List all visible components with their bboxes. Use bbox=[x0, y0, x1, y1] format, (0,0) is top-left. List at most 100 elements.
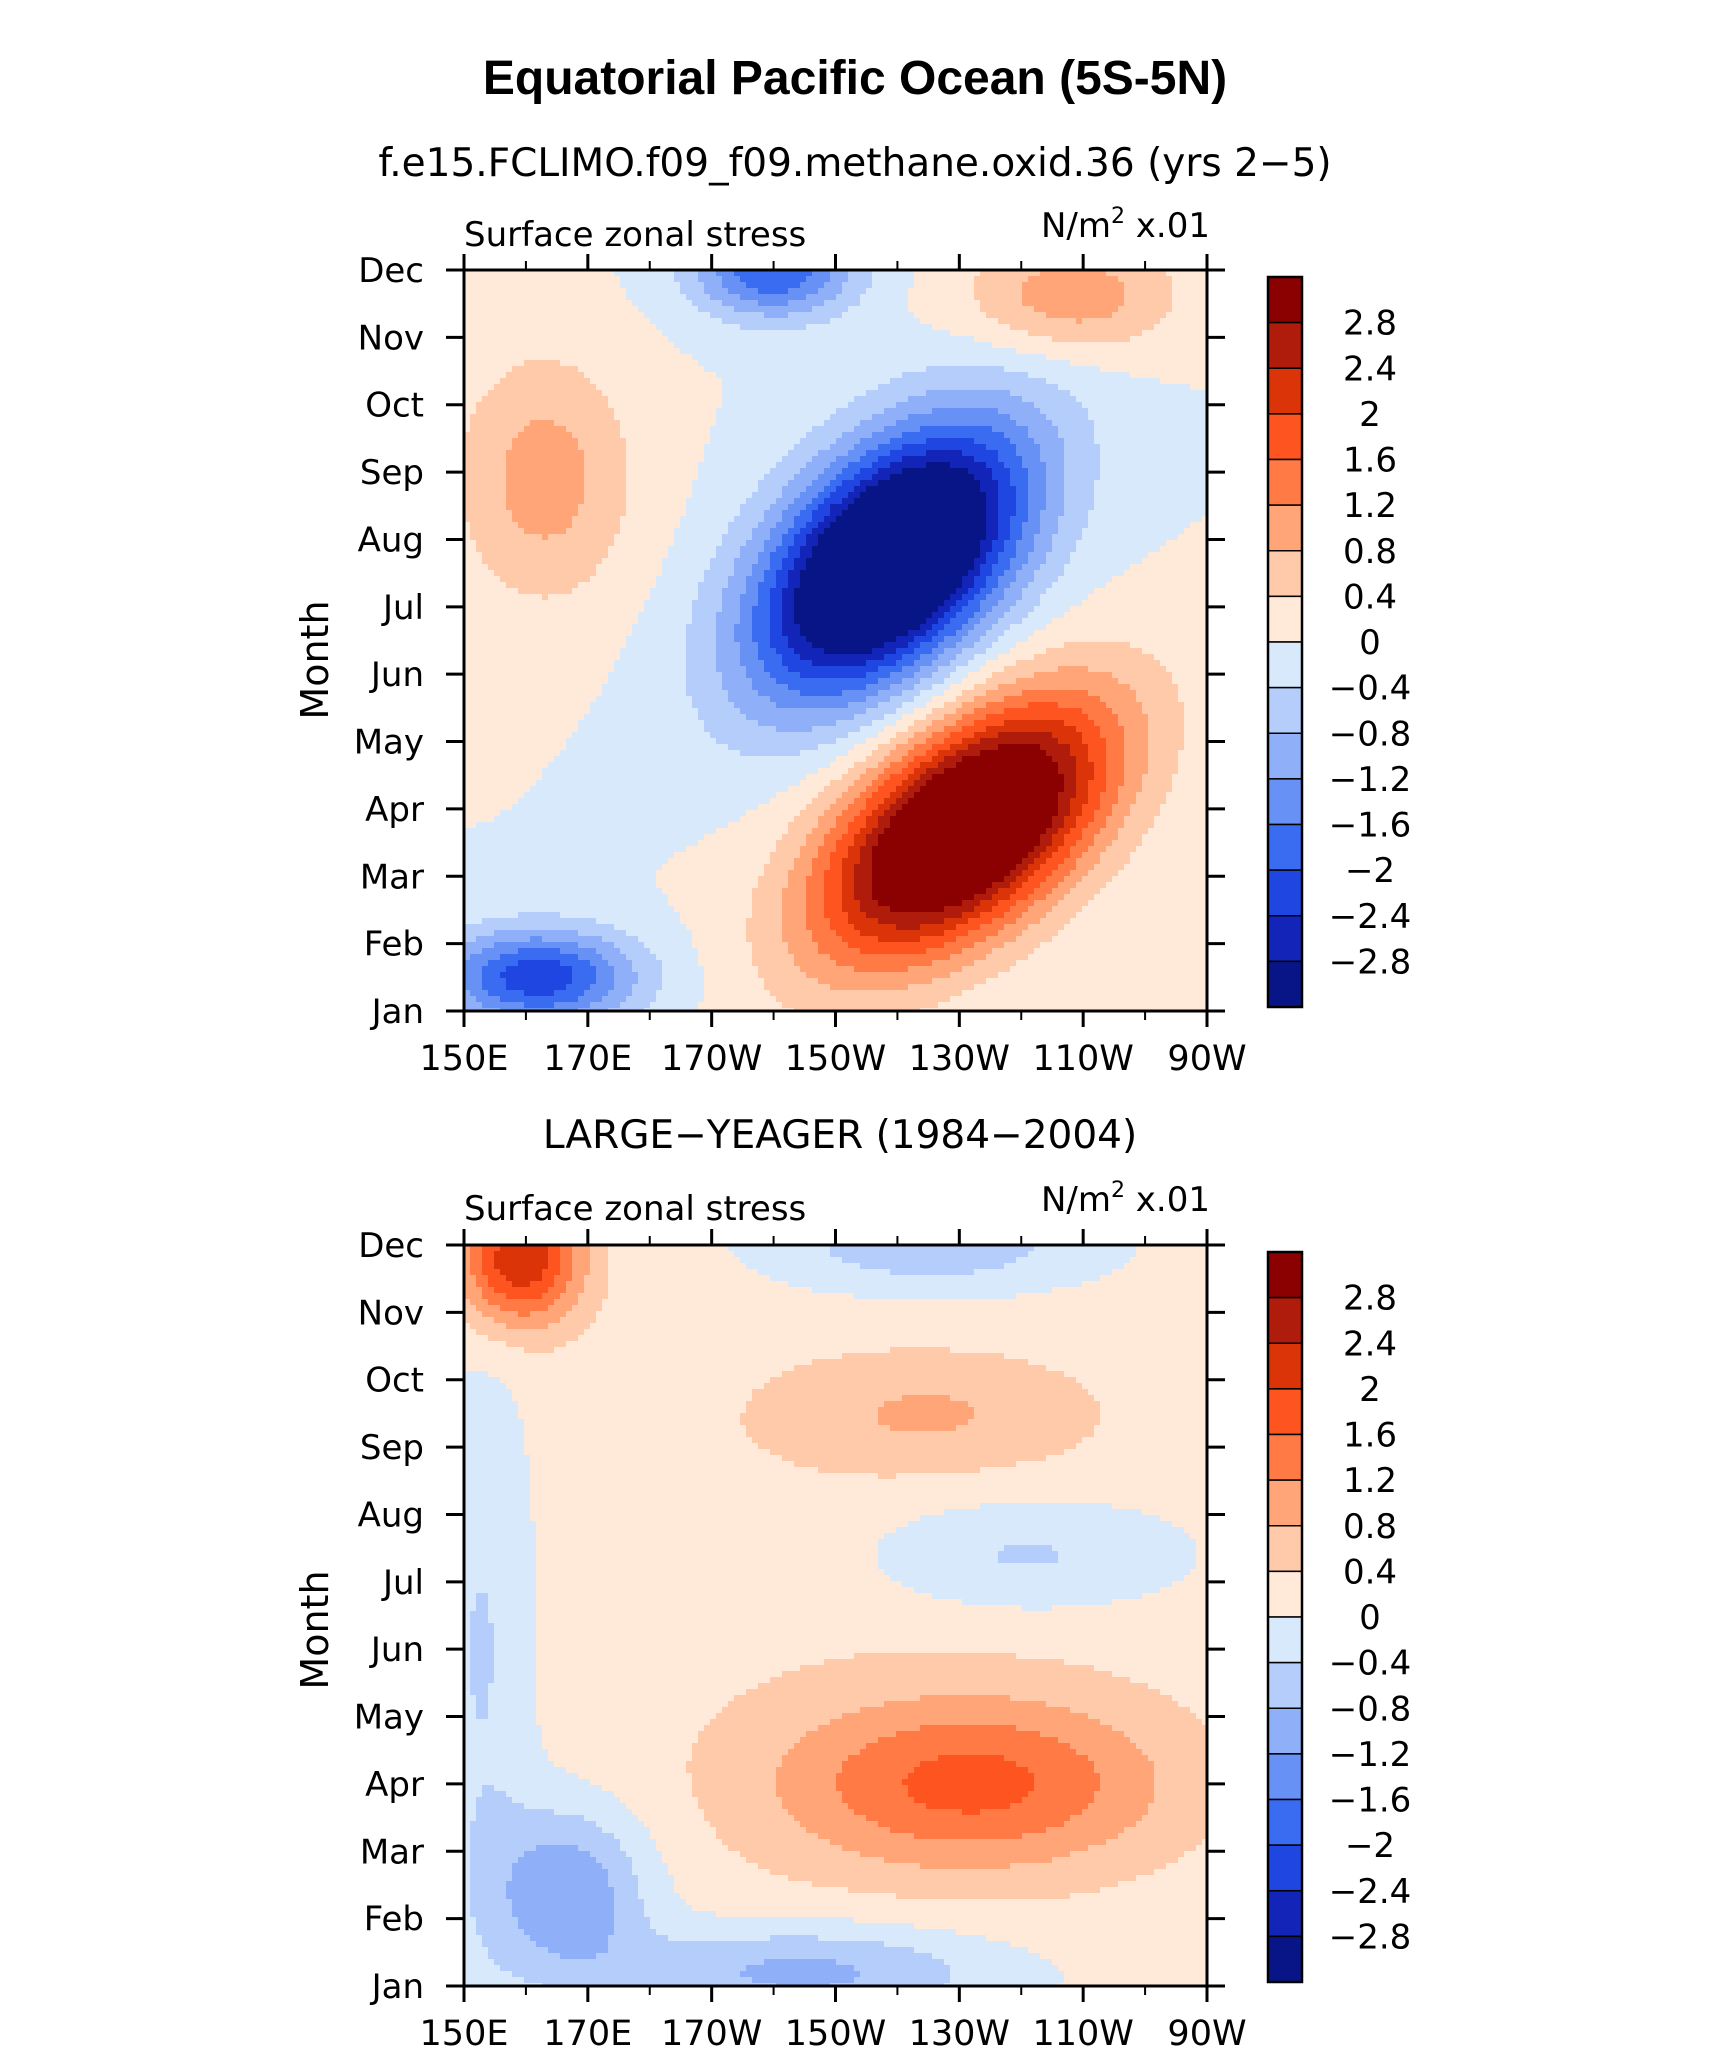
contour-cell bbox=[992, 396, 999, 403]
contour-cell bbox=[986, 474, 993, 481]
contour-cell bbox=[1148, 312, 1155, 319]
contour-cell bbox=[1202, 492, 1208, 499]
contour-cell bbox=[560, 438, 567, 445]
contour-cell bbox=[602, 378, 609, 385]
contour-cell bbox=[554, 468, 561, 475]
contour-cell bbox=[560, 462, 567, 469]
contour-cell bbox=[542, 354, 549, 361]
contour-cell bbox=[824, 450, 831, 457]
contour-cell bbox=[464, 444, 471, 451]
contour-cell bbox=[692, 354, 699, 361]
contour-cell bbox=[1088, 294, 1095, 301]
contour-cell bbox=[596, 288, 603, 295]
contour-cell bbox=[656, 324, 663, 331]
contour-cell bbox=[1130, 342, 1137, 349]
contour-cell bbox=[1040, 474, 1047, 481]
contour-cell bbox=[812, 282, 819, 289]
contour-cell bbox=[488, 474, 495, 481]
contour-cell bbox=[632, 474, 639, 481]
contour-cell bbox=[668, 300, 675, 307]
contour-cell bbox=[992, 342, 999, 349]
contour-cell bbox=[488, 336, 495, 343]
contour-cell bbox=[1022, 372, 1029, 379]
contour-cell bbox=[470, 336, 477, 343]
contour-cell bbox=[548, 366, 555, 373]
contour-cell bbox=[998, 438, 1005, 445]
contour-cell bbox=[848, 360, 855, 367]
contour-cell bbox=[1202, 462, 1208, 469]
contour-cell bbox=[986, 294, 993, 301]
contour-cell bbox=[1130, 426, 1137, 433]
contour-cell bbox=[758, 330, 765, 337]
contour-cell bbox=[1094, 306, 1101, 313]
contour-cell bbox=[1082, 492, 1089, 499]
contour-cell bbox=[758, 396, 765, 403]
contour-cell bbox=[1148, 468, 1155, 475]
contour-cell bbox=[854, 354, 861, 361]
contour-cell bbox=[548, 288, 555, 295]
contour-cell bbox=[542, 306, 549, 313]
contour-cell bbox=[1184, 396, 1191, 403]
contour-cell bbox=[644, 360, 651, 367]
contour-cell bbox=[1046, 504, 1053, 511]
contour-cell bbox=[806, 270, 813, 277]
contour-cell bbox=[734, 348, 741, 355]
contour-cell bbox=[776, 330, 783, 337]
contour-cell bbox=[800, 420, 807, 427]
contour-cell bbox=[740, 390, 747, 397]
contour-cell bbox=[866, 330, 873, 337]
contour-cell bbox=[782, 318, 789, 325]
contour-cell bbox=[854, 378, 861, 385]
contour-cell bbox=[1022, 474, 1029, 481]
contour-cell bbox=[1148, 414, 1155, 421]
contour-cell bbox=[848, 336, 855, 343]
contour-cell bbox=[1052, 486, 1059, 493]
contour-cell bbox=[830, 444, 837, 451]
contour-cell bbox=[1118, 456, 1125, 463]
contour-cell bbox=[860, 408, 867, 415]
contour-cell bbox=[1130, 414, 1137, 421]
contour-cell bbox=[590, 360, 597, 367]
contour-cell bbox=[1106, 462, 1113, 469]
contour-cell bbox=[794, 378, 801, 385]
contour-cell bbox=[1178, 336, 1185, 343]
contour-cell bbox=[560, 348, 567, 355]
contour-cell bbox=[602, 306, 609, 313]
contour-cell bbox=[566, 288, 573, 295]
contour-cell bbox=[1010, 360, 1017, 367]
contour-cell bbox=[1154, 432, 1161, 439]
contour-cell bbox=[1178, 390, 1185, 397]
contour-cell bbox=[566, 282, 573, 289]
contour-cell bbox=[578, 402, 585, 409]
contour-cell bbox=[998, 396, 1005, 403]
contour-cell bbox=[548, 438, 555, 445]
contour-cell bbox=[1172, 384, 1179, 391]
contour-cell bbox=[734, 384, 741, 391]
contour-cell bbox=[1034, 378, 1041, 385]
contour-cell bbox=[794, 354, 801, 361]
contour-cell bbox=[1106, 330, 1113, 337]
contour-cell bbox=[542, 408, 549, 415]
contour-cell bbox=[866, 438, 873, 445]
contour-cell bbox=[1142, 294, 1149, 301]
contour-cell bbox=[806, 414, 813, 421]
contour-cell bbox=[788, 348, 795, 355]
contour-cell bbox=[704, 438, 711, 445]
contour-cell bbox=[956, 294, 963, 301]
contour-cell bbox=[470, 294, 477, 301]
contour-cell bbox=[464, 468, 471, 475]
contour-cell bbox=[650, 486, 657, 493]
contour-cell bbox=[566, 450, 573, 457]
contour-cell bbox=[1046, 300, 1053, 307]
contour-cell bbox=[590, 282, 597, 289]
contour-cell bbox=[704, 378, 711, 385]
contour-cell bbox=[1022, 450, 1029, 457]
contour-cell bbox=[1160, 366, 1167, 373]
contour-cell bbox=[956, 324, 963, 331]
contour-cell bbox=[476, 324, 483, 331]
contour-cell bbox=[716, 372, 723, 379]
contour-cell bbox=[506, 486, 513, 493]
contour-cell bbox=[794, 456, 801, 463]
contour-cell bbox=[1148, 372, 1155, 379]
contour-cell bbox=[848, 300, 855, 307]
